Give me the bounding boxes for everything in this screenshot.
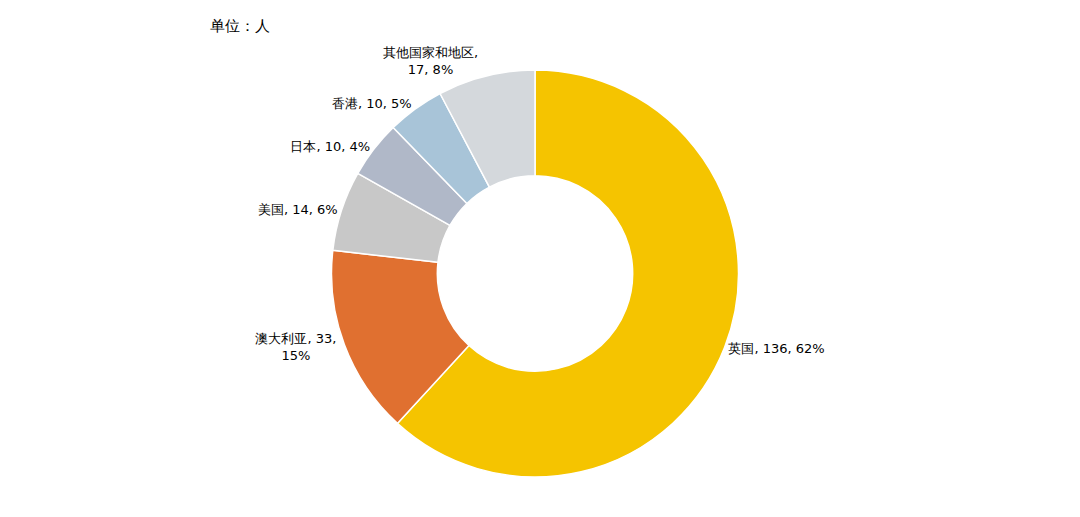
svg-text:澳大利亚, 33,15%: 澳大利亚, 33,15% xyxy=(255,331,336,363)
svg-text:美国, 14, 6%: 美国, 14, 6% xyxy=(258,202,338,217)
svg-text:英国, 136, 62%: 英国, 136, 62% xyxy=(728,341,824,356)
svg-text:其他国家和地区,17, 8%: 其他国家和地区,17, 8% xyxy=(383,45,478,77)
svg-text:单位：人: 单位：人 xyxy=(210,17,270,35)
svg-text:日本, 10, 4%: 日本, 10, 4% xyxy=(290,139,370,154)
svg-text:香港, 10, 5%: 香港, 10, 5% xyxy=(332,96,412,111)
